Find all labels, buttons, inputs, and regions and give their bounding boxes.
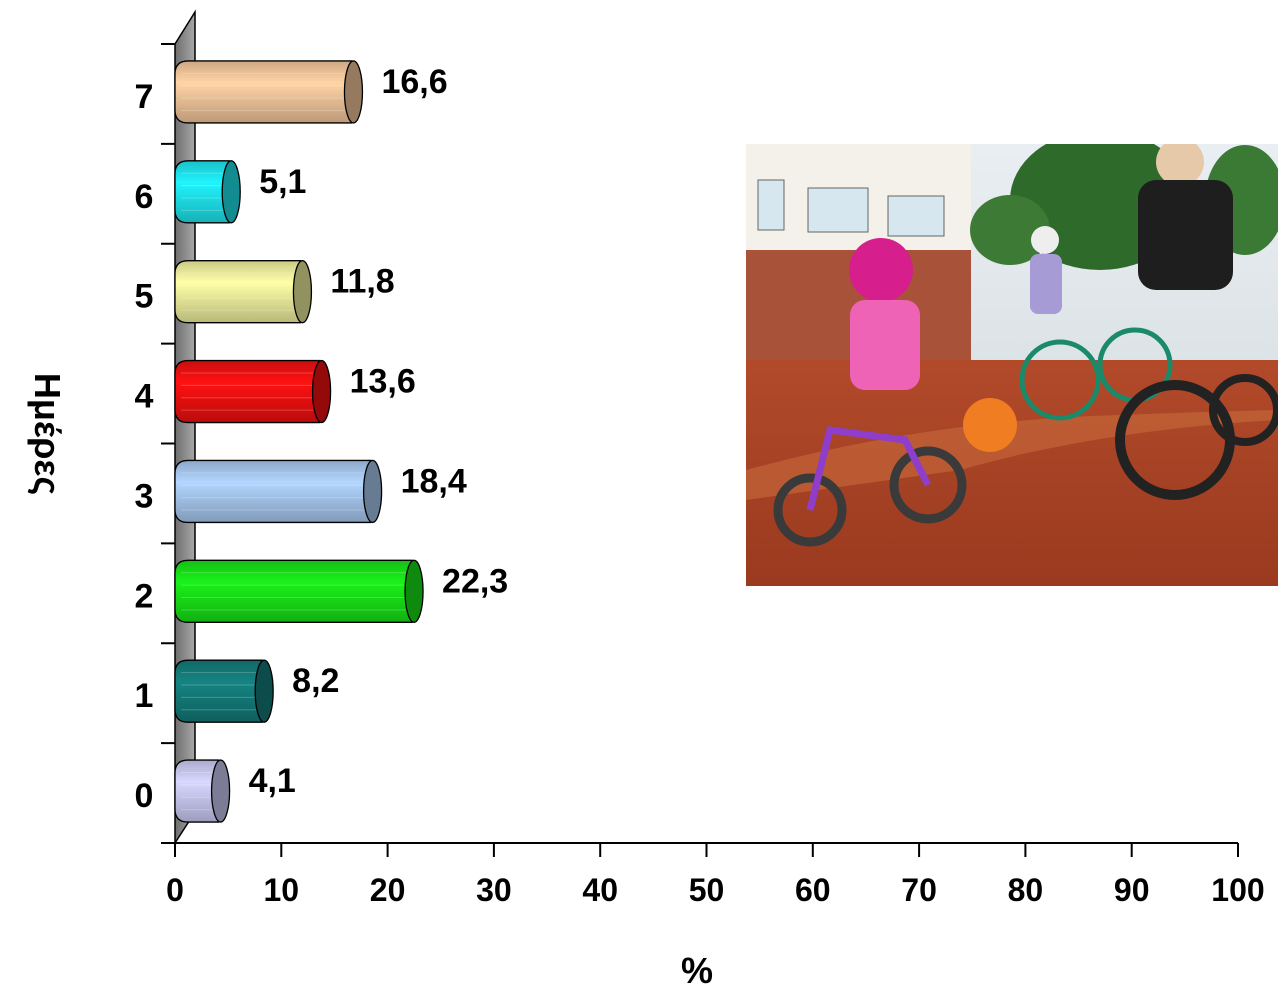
- category-label: 1: [135, 677, 154, 715]
- value-label: 5,1: [259, 163, 306, 201]
- bar-end-cap: [221, 160, 241, 224]
- bar-3: 18,4: [174, 459, 467, 524]
- category-label: 2: [135, 577, 154, 615]
- bar-body: [174, 759, 220, 823]
- value-label: 13,6: [350, 363, 416, 401]
- value-label: 18,4: [401, 462, 467, 500]
- x-tick-label: 30: [476, 872, 512, 908]
- x-tick-label: 10: [264, 872, 300, 908]
- bar-6: 5,1: [174, 160, 306, 224]
- bar-body: [174, 160, 230, 224]
- x-tick-label: 90: [1114, 872, 1150, 908]
- category-axis: 0 1 2 3 4 5 6 7: [135, 43, 175, 844]
- bars: 4,1 8,2 22,3 18,4 13,6 11,8 5,1 16,6: [174, 60, 508, 823]
- bar-body: [174, 659, 263, 723]
- bar-2: 22,3: [174, 559, 508, 623]
- category-label: 0: [135, 777, 154, 815]
- value-label: 8,2: [292, 662, 339, 700]
- bar-body: [174, 60, 353, 124]
- category-label: 6: [135, 178, 154, 216]
- bar-body: [174, 559, 413, 623]
- x-tick-label: 70: [901, 872, 937, 908]
- x-tick-label: 50: [689, 872, 725, 908]
- bar-end-cap: [210, 759, 231, 823]
- bar-0: 4,1: [174, 759, 296, 823]
- x-tick-label: 0: [166, 872, 184, 908]
- bar-end-cap: [404, 559, 424, 623]
- bar-1: 8,2: [174, 659, 339, 723]
- bar-end-cap: [254, 659, 274, 723]
- bar-end-cap: [311, 359, 332, 424]
- value-label: 22,3: [442, 562, 508, 600]
- category-label: 3: [135, 477, 154, 515]
- bar-5: 11,8: [174, 260, 395, 324]
- x-tick-label: 80: [1008, 872, 1044, 908]
- bar-end-cap: [343, 60, 364, 124]
- x-tick-label: 40: [582, 872, 618, 908]
- x-tick-label: 60: [795, 872, 831, 908]
- x-tick-label: 20: [370, 872, 406, 908]
- bar-end-cap: [292, 260, 313, 324]
- bar-body: [174, 359, 321, 424]
- category-label: 4: [135, 378, 154, 416]
- value-axis: 0 10 20 30 40 50 60 70 80 90 100: [166, 842, 1265, 908]
- bar-4: 13,6: [174, 359, 416, 424]
- x-axis-title: %: [681, 950, 713, 991]
- value-label: 16,6: [381, 63, 447, 101]
- category-label: 5: [135, 278, 154, 316]
- value-label: 4,1: [249, 762, 296, 800]
- bar-body: [174, 459, 372, 524]
- value-label: 11,8: [330, 263, 394, 301]
- inset-photo: [746, 144, 1278, 586]
- x-tick-label: 100: [1211, 872, 1264, 908]
- bar-7: 16,6: [174, 60, 448, 124]
- y-axis-title: Ημέρες: [27, 373, 68, 495]
- bar-end-cap: [362, 459, 383, 524]
- category-label: 7: [135, 78, 154, 116]
- bar-body: [174, 260, 302, 324]
